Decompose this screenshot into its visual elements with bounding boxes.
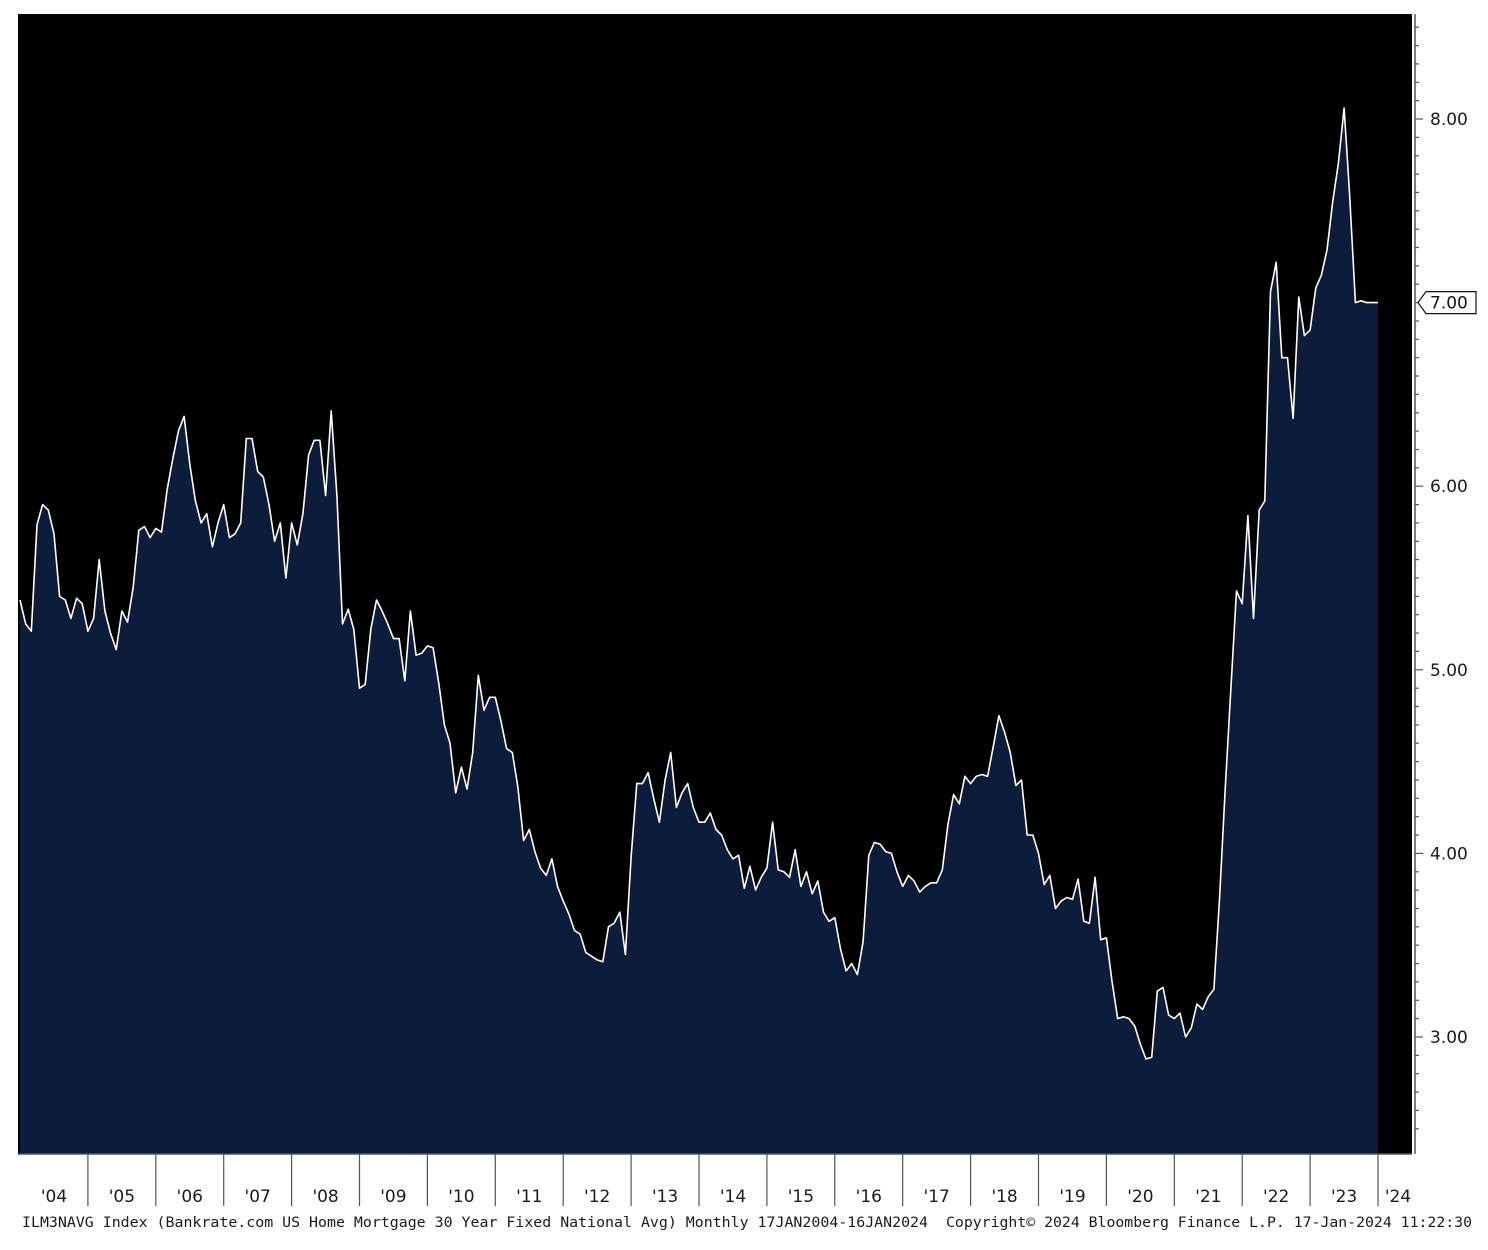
x-tick-label: '08 xyxy=(312,1187,338,1207)
x-tick-label: '11 xyxy=(516,1187,542,1207)
y-tick-label: 8.00 xyxy=(1430,110,1468,130)
last-value-marker: 7.00 xyxy=(1417,291,1477,315)
x-tick-label: '05 xyxy=(109,1187,135,1207)
x-tick-label: '10 xyxy=(448,1187,474,1207)
y-tick-label: 3.00 xyxy=(1430,1028,1468,1048)
x-tick-label: '15 xyxy=(788,1187,814,1207)
x-tick-label: '20 xyxy=(1127,1187,1153,1207)
series-line xyxy=(19,107,1378,1060)
last-value-badge xyxy=(1417,291,1477,315)
footer-copyright: Copyright© 2024 Bloomberg Finance L.P. 1… xyxy=(946,1215,1472,1231)
y-tick-label: 6.00 xyxy=(1430,477,1468,497)
y-tick-label: 5.00 xyxy=(1430,661,1468,681)
footer-source: ILM3NAVG Index (Bankrate.com US Home Mor… xyxy=(22,1215,928,1231)
x-tick-label: '17 xyxy=(924,1187,950,1207)
x-tick-label: '23 xyxy=(1331,1187,1357,1207)
y-axis-ticks: 3.00 4.00 5.00 6.00 8.00 xyxy=(1415,26,1468,1130)
x-tick-label: '14 xyxy=(720,1187,746,1207)
x-tick-label: '22 xyxy=(1263,1187,1289,1207)
x-tick-label: '18 xyxy=(991,1187,1017,1207)
x-tick-label: '24 xyxy=(1385,1187,1411,1207)
last-value-label: 7.00 xyxy=(1430,294,1468,314)
x-tick-label: '07 xyxy=(245,1187,271,1207)
y-tick-label: 4.00 xyxy=(1430,844,1468,864)
x-tick-label: '21 xyxy=(1195,1187,1221,1207)
area-fill xyxy=(20,108,1378,1154)
x-tick-label: '04 xyxy=(41,1187,67,1207)
x-tick-label: '09 xyxy=(380,1187,406,1207)
x-tick-label: '16 xyxy=(856,1187,882,1207)
x-tick-label: '19 xyxy=(1059,1187,1085,1207)
x-tick-label: '13 xyxy=(652,1187,678,1207)
x-tick-label: '12 xyxy=(584,1187,610,1207)
x-tick-label: '06 xyxy=(177,1187,203,1207)
x-axis-ticks: '04 '05 '06 '07 '08 '09 '10 '11 '12 '13 '14 '15 '16 '… xyxy=(41,1154,1411,1207)
